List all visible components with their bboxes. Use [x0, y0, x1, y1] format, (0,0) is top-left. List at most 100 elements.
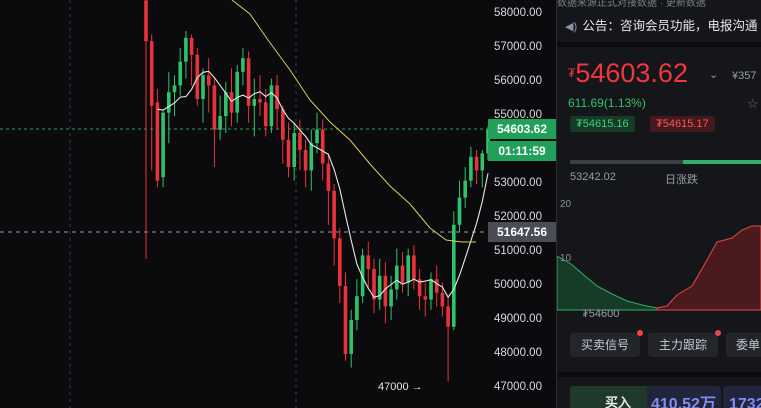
- notification-dot: [715, 330, 721, 336]
- candle-body: [349, 320, 353, 354]
- candle-body: [235, 71, 239, 113]
- candle-body: [155, 102, 160, 181]
- candle-body: [400, 265, 405, 283]
- depth-x-label: ₮54600: [582, 308, 620, 320]
- candle-body: [229, 92, 234, 113]
- candle-body: [281, 109, 285, 140]
- depth-y-top-label: 20: [560, 199, 572, 210]
- daily-range-label: 日涨跌: [665, 174, 698, 186]
- tab-trade-signals[interactable]: 买卖信号: [570, 330, 643, 357]
- chevron-down-icon[interactable]: ⌄: [709, 69, 719, 81]
- price-axis-label: 47000.00: [494, 381, 542, 393]
- price-axis-label: 52000.00: [494, 211, 542, 223]
- low-price-annotation: 47000 →: [378, 381, 423, 393]
- candle-body: [423, 296, 428, 300]
- candle-body: [377, 275, 382, 300]
- price-change: 611.69(1.13%): [568, 96, 646, 110]
- candle-body: [241, 58, 245, 72]
- ma-short-line: [157, 70, 489, 299]
- data-source-strip: 数据来源正式对接数据 · 更新数据: [557, 0, 706, 9]
- candle-body: [412, 255, 416, 280]
- candle-body: [372, 269, 376, 300]
- price-axis-label: 49000.00: [494, 313, 542, 325]
- daily-low: 53242.02: [570, 171, 616, 183]
- candle-body: [338, 238, 342, 286]
- candle-body: [360, 255, 365, 297]
- candle-body: [201, 75, 205, 99]
- candle-countdown-tag: 01:11:59: [488, 141, 556, 161]
- candle-body: [474, 156, 479, 171]
- last-price: ₮54603.62: [568, 58, 688, 89]
- last-price-value: 54603.62: [575, 58, 688, 88]
- candle-body: [452, 224, 456, 327]
- candle-body: [258, 99, 262, 103]
- current-price-tag: 54603.62: [488, 119, 556, 139]
- candle-body: [292, 133, 296, 167]
- depth-chart[interactable]: [557, 190, 761, 320]
- candle-body: [469, 156, 473, 181]
- candle-body: [149, 41, 154, 106]
- currency-symbol: ₮: [568, 66, 576, 80]
- candle-body: [389, 289, 393, 307]
- daily-range-fill: [683, 160, 761, 164]
- candle-body: [178, 61, 182, 86]
- bid-price-badge: ₮54615.16: [570, 116, 635, 132]
- candle-body: [355, 296, 359, 320]
- market-panel: 数据来源正式对接数据 · 更新数据 ◀) 公告：咨询会员功能，电报沟通 ₮546…: [557, 0, 761, 408]
- tab-whale-tracking[interactable]: 主力跟踪: [648, 330, 721, 357]
- tab-trade-signals-label: 买卖信号: [580, 338, 629, 352]
- tab-whale-tracking-label: 主力跟踪: [658, 338, 707, 352]
- tab-orders-label: 委单: [736, 338, 761, 352]
- candle-body: [309, 143, 314, 171]
- candle-body: [395, 265, 399, 290]
- chart-canvas[interactable]: [0, 0, 556, 408]
- candle-body: [406, 255, 410, 283]
- tab-orders[interactable]: 委单: [726, 333, 761, 357]
- price-axis-label: 55000.00: [494, 109, 542, 121]
- crosshair-price-tag: 51647.56: [488, 222, 556, 242]
- candle-body: [383, 275, 388, 307]
- daily-range-bar: [570, 160, 761, 164]
- buy-button[interactable]: 买入: [570, 386, 666, 408]
- depth-y-mid-label: 10: [560, 253, 572, 264]
- volume-stat: 410.52万: [647, 386, 721, 408]
- favorite-star-icon[interactable]: ☆: [747, 96, 759, 111]
- candle-body: [429, 279, 433, 300]
- candle-body: [167, 92, 171, 113]
- candle-body: [263, 102, 268, 127]
- price-axis-label: 53000.00: [494, 177, 542, 189]
- candle-body: [332, 190, 336, 239]
- price-axis-label: 50000.00: [494, 279, 542, 291]
- candle-body: [343, 286, 348, 354]
- ask-depth-area: [656, 225, 761, 311]
- price-axis-label: 58000.00: [494, 7, 542, 19]
- candle-body: [184, 37, 188, 62]
- candle-body: [457, 197, 462, 225]
- candle-body: [303, 150, 308, 171]
- candle-body: [434, 279, 439, 293]
- candle-body: [286, 139, 291, 167]
- candle-body: [480, 153, 485, 171]
- section-separator: [557, 42, 761, 47]
- price-axis-label: 51000.00: [494, 245, 542, 257]
- panel-divider[interactable]: [556, 0, 557, 408]
- candle-body: [212, 85, 217, 130]
- speaker-icon: ◀): [565, 21, 578, 33]
- converted-price: ¥357: [732, 70, 757, 82]
- candle-body: [252, 99, 257, 106]
- candle-body: [440, 292, 445, 307]
- candle-body: [161, 112, 165, 178]
- candle-body: [218, 116, 222, 130]
- candle-body: [224, 92, 228, 116]
- candle-body: [246, 58, 251, 106]
- announcement-bar[interactable]: ◀) 公告：咨询会员功能，电报沟通: [557, 14, 761, 38]
- price-axis-label: 48000.00: [494, 347, 542, 359]
- ma-long-line: [231, 0, 476, 243]
- candle-body: [463, 180, 467, 198]
- candlestick-chart[interactable]: 58000.0057000.0056000.0055000.0054000.00…: [0, 0, 556, 408]
- candle-body: [298, 133, 302, 150]
- candle-body: [269, 85, 274, 127]
- section-separator: [557, 372, 761, 377]
- candle-body: [320, 129, 325, 164]
- candle-body: [417, 279, 422, 297]
